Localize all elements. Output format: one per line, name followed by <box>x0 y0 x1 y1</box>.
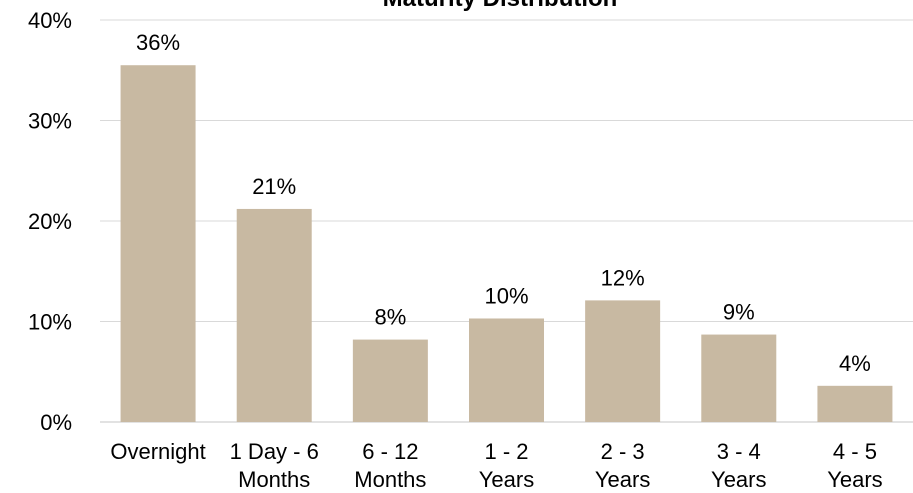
x-category-label-line: Years <box>595 467 650 492</box>
bar <box>701 334 777 422</box>
x-category-label: 1 - 2 Years <box>479 439 534 492</box>
x-category-label: 1 Day - 6 Months <box>230 439 319 492</box>
bar <box>352 339 428 422</box>
bars <box>120 65 893 422</box>
x-category-label-line: Years <box>479 467 534 492</box>
x-axis-categories: Overnight 1 Day - 6 Months 6 - 12 Months 1 - … <box>110 439 882 492</box>
data-label: 36% <box>136 30 180 55</box>
x-category-label-line: 1 - 2 <box>484 439 528 464</box>
x-category-label-line: Years <box>827 467 882 492</box>
y-axis-ticks: 0% 10% 20% 30% 40% <box>28 8 72 435</box>
x-category-label: Overnight <box>110 439 205 464</box>
bar <box>469 318 544 422</box>
chart-title: Maturity Distribution <box>383 0 618 12</box>
x-category-label: 6 - 12 Months <box>354 439 426 492</box>
x-category-label: 3 - 4 Years <box>711 439 766 492</box>
y-tick-label: 0% <box>40 410 72 435</box>
x-category-label: 2 - 3 Years <box>595 439 650 492</box>
y-tick-label: 20% <box>28 209 72 234</box>
data-labels: 36% 21% 8% 10% 12% 9% 4% <box>136 30 871 376</box>
x-category-label-line: Months <box>354 467 426 492</box>
x-category-label-line: Years <box>711 467 766 492</box>
data-label: 10% <box>484 283 528 308</box>
x-category-label-line: 3 - 4 <box>717 439 761 464</box>
x-category-label-line: Overnight <box>110 439 205 464</box>
data-label: 4% <box>839 351 871 376</box>
x-category-label-line: 1 Day - 6 <box>230 439 319 464</box>
bar <box>236 208 312 422</box>
bar <box>585 300 661 422</box>
data-label: 21% <box>252 174 296 199</box>
y-tick-label: 30% <box>28 109 72 134</box>
y-tick-label: 40% <box>28 8 72 33</box>
data-label: 8% <box>374 305 406 330</box>
bar <box>817 385 893 422</box>
x-category-label: 4 - 5 Years <box>827 439 882 492</box>
y-tick-label: 10% <box>28 310 72 335</box>
x-category-label-line: 4 - 5 <box>833 439 877 464</box>
x-category-label-line: 2 - 3 <box>601 439 645 464</box>
x-category-label-line: 6 - 12 <box>362 439 418 464</box>
data-label: 12% <box>601 265 645 290</box>
data-label: 9% <box>723 300 755 325</box>
x-category-label-line: Months <box>238 467 310 492</box>
bar <box>120 65 196 422</box>
